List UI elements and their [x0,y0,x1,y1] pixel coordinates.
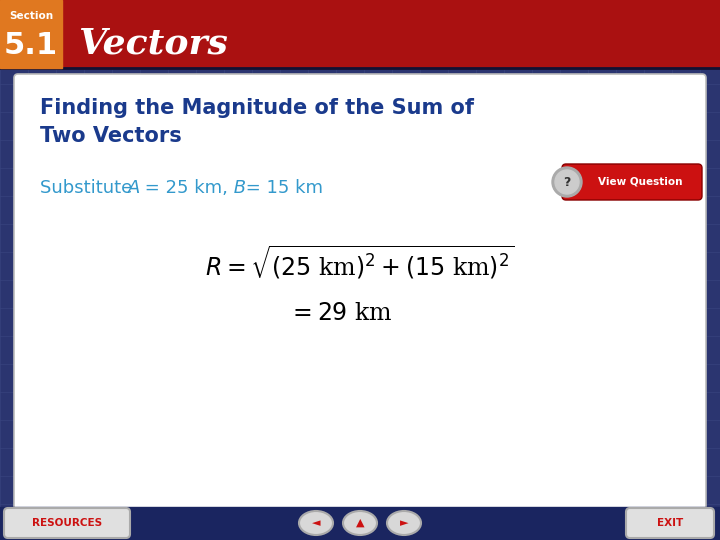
Ellipse shape [299,511,333,535]
Ellipse shape [343,511,377,535]
Text: $= 29\ \mathregular{km}$: $= 29\ \mathregular{km}$ [288,301,392,325]
FancyBboxPatch shape [562,164,702,200]
Text: Section: Section [9,11,53,21]
Text: ◄: ◄ [312,518,320,528]
Text: View Question: View Question [598,177,683,187]
Text: = 25 km,: = 25 km, [139,179,228,197]
Circle shape [555,170,579,194]
Circle shape [552,167,582,197]
Text: Finding the Magnitude of the Sum of: Finding the Magnitude of the Sum of [40,98,474,118]
Text: 5.1: 5.1 [4,31,58,60]
FancyBboxPatch shape [14,74,706,510]
Text: ►: ► [400,518,408,528]
Text: Two Vectors: Two Vectors [40,126,181,146]
Bar [0,0,62,68]
Text: Vectors: Vectors [78,26,228,60]
Text: = 15 km: = 15 km [240,179,323,197]
Ellipse shape [387,511,421,535]
Text: ?: ? [563,176,571,188]
Text: A: A [128,179,140,197]
FancyBboxPatch shape [4,508,130,538]
Text: EXIT: EXIT [657,518,683,528]
FancyBboxPatch shape [626,508,714,538]
Text: B: B [228,179,246,197]
Bar [0,507,720,540]
Text: Substitute: Substitute [40,179,138,197]
Text: $R = \sqrt{(25\ \mathregular{km})^2 + (15\ \mathregular{km})^2}$: $R = \sqrt{(25\ \mathregular{km})^2 + (1… [205,244,515,282]
Text: RESOURCES: RESOURCES [32,518,102,528]
Bar [0,0,720,68]
Text: ▲: ▲ [356,518,364,528]
